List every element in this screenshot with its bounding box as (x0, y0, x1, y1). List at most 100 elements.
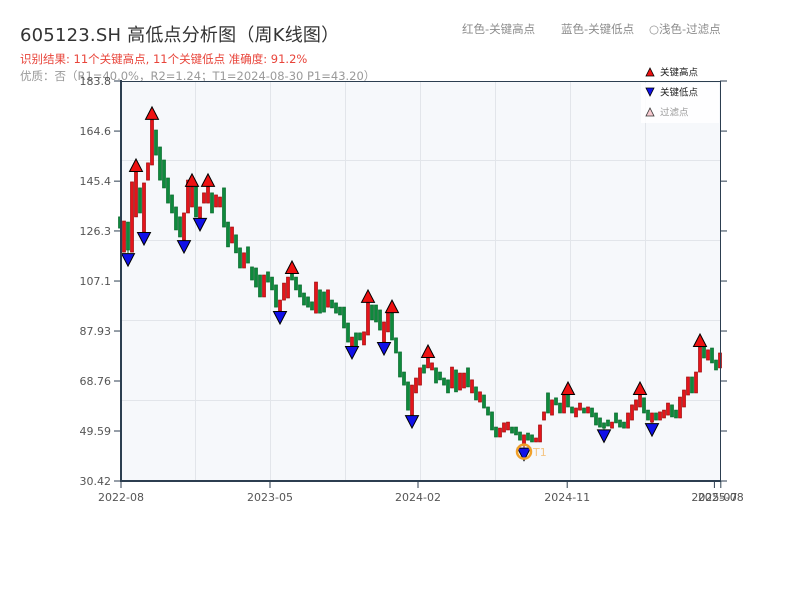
candle-body (394, 337, 398, 354)
candle-body (658, 411, 662, 421)
candle-up (182, 212, 186, 241)
note-red-high: 红色-关键高点 (462, 22, 536, 36)
candle-down (598, 417, 602, 428)
candle-up (626, 412, 630, 429)
candle-body (210, 192, 214, 214)
candle-body (422, 364, 426, 374)
candle-body (242, 252, 246, 269)
candle-up (470, 379, 474, 394)
candle-body (146, 162, 150, 181)
candle-down (290, 273, 294, 281)
candle-body (410, 384, 414, 416)
note-light-filtered: ○浅色-过滤点 (649, 22, 721, 36)
annotations-layer: T1 (515, 443, 547, 460)
candle-down (446, 379, 450, 394)
candle-down (330, 299, 334, 309)
candle-body (294, 276, 298, 291)
candle-body (578, 402, 582, 411)
candle-body (350, 336, 354, 347)
candle-body (690, 376, 694, 394)
candle-body (222, 187, 226, 228)
key-low-marker-icon (644, 423, 660, 438)
x-tick-label: 2025-07 (691, 491, 737, 504)
key-high-marker-icon (384, 299, 400, 314)
candle-down (250, 266, 254, 281)
candle-body (494, 426, 498, 438)
candle-body (342, 306, 346, 329)
key-low-marker-icon (176, 240, 192, 255)
t1-circle-marker (515, 443, 533, 460)
candle-down (294, 276, 298, 291)
candle-body (214, 194, 218, 208)
candle-down (354, 332, 358, 348)
y-tick-label: 68.76 (80, 375, 112, 388)
candle-down (166, 177, 170, 204)
recognition-result: 识别结果: 11个关键高点, 11个关键低点 准确度: 91.2% (20, 52, 308, 66)
candle-down (622, 421, 626, 429)
candle-up (150, 119, 154, 166)
y-tick-label: 145.4 (80, 175, 112, 188)
candle-body (550, 399, 554, 416)
candle-up (562, 394, 566, 414)
candle-body (402, 371, 406, 386)
legend-label: 关键低点 (660, 87, 699, 99)
candle-down (494, 426, 498, 438)
candle-body (530, 434, 534, 443)
candle-body (382, 321, 386, 343)
candle-body (474, 386, 478, 401)
candle-body (162, 159, 166, 189)
candle-up (586, 406, 590, 414)
y-tick-label: 164.6 (80, 125, 112, 138)
candle-body (710, 347, 714, 364)
markers-layer (120, 105, 708, 462)
candle-body (590, 407, 594, 418)
candle-body (534, 437, 538, 443)
candle-down (194, 186, 198, 218)
candle-down (170, 194, 174, 214)
candle-down (174, 206, 178, 231)
candle-up (218, 196, 222, 208)
x-tick-label: 2024-02 (395, 491, 441, 504)
candle-down (590, 407, 594, 418)
quality-summary: 优质：否（R1=40.0%，R2=1.24；T1=2024-08-30 P1=4… (20, 69, 376, 83)
candle-body (510, 426, 514, 434)
candle-down (318, 289, 322, 314)
candle-up (694, 371, 698, 394)
candle-body (566, 394, 570, 408)
candle-body (190, 186, 194, 208)
red-up-triangle-icon (645, 67, 655, 77)
candle-down (390, 312, 394, 341)
x-tick-label: 2022-08 (98, 491, 144, 504)
candle-down (210, 192, 214, 214)
candle-up (610, 421, 614, 429)
candle-down (398, 351, 402, 378)
candle-body (574, 407, 578, 418)
candle-body (306, 296, 310, 308)
candle-body (654, 412, 658, 421)
candle-body (450, 366, 454, 389)
candle-down (526, 432, 530, 441)
candle-body (650, 412, 654, 423)
candle-body (622, 421, 626, 429)
candle-up (550, 399, 554, 416)
candle-up (458, 372, 462, 391)
candle-up (462, 372, 466, 389)
candle-body (178, 216, 182, 238)
key-low-marker-icon (344, 345, 360, 361)
candle-down (358, 332, 362, 341)
candle-body (418, 367, 422, 386)
candle-up (686, 376, 690, 396)
candle-down (370, 304, 374, 321)
candle-down (710, 347, 714, 364)
candle-body (390, 312, 394, 341)
candle-body (274, 284, 278, 308)
candle-down (442, 377, 446, 386)
candle-up (430, 362, 434, 371)
candle-down (614, 412, 618, 424)
candle-body (586, 406, 590, 414)
candle-up (574, 407, 578, 418)
key-low-marker-icon (192, 217, 208, 232)
candle-down (274, 284, 278, 308)
candle-up (262, 274, 266, 298)
